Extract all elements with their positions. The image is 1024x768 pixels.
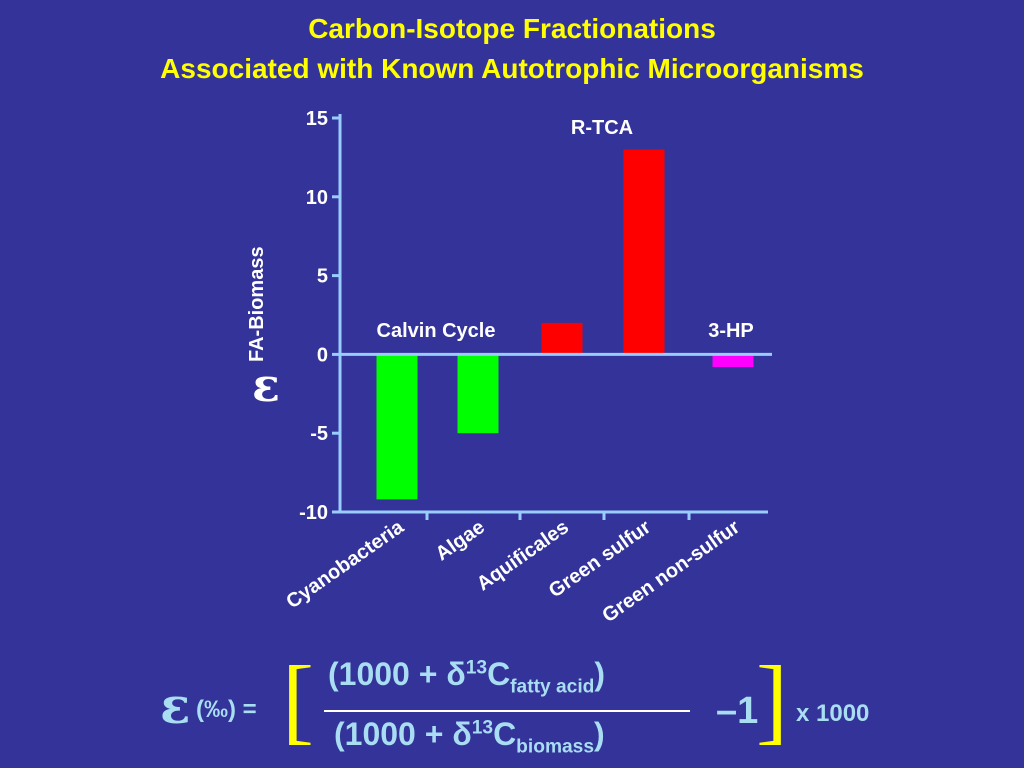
- y-tick-label: 15: [306, 108, 328, 130]
- formula-times: x 1000: [796, 700, 870, 727]
- formula-epsilon: ε: [160, 676, 191, 735]
- y-tick-label: 0: [317, 344, 328, 366]
- y-tick-label: 5: [317, 266, 328, 288]
- x-tick-label: Algae: [432, 516, 489, 565]
- annotation-calvin-cycle: Calvin Cycle: [377, 320, 496, 342]
- numerator-sup: 13: [465, 657, 488, 679]
- formula-minus-one: –1: [716, 690, 759, 732]
- numerator-prefix: (1000 + δ: [328, 656, 466, 692]
- x-tick-label: Cyanobacteria: [282, 516, 408, 614]
- annotation-3-hp: 3-HP: [708, 320, 754, 342]
- y-axis-subscript: FA-Biomass: [246, 246, 268, 362]
- bar-algae: [457, 354, 499, 434]
- denominator-close: ): [594, 716, 605, 752]
- y-tick-label: -10: [299, 502, 328, 524]
- denominator-prefix: (1000 + δ: [334, 716, 472, 752]
- formula-numerator: (1000 + δ13Cfatty acid): [328, 656, 605, 698]
- bar-aquificales: [541, 322, 583, 355]
- denominator-sub: biomass: [516, 736, 595, 758]
- bar-green-sulfur: [623, 149, 665, 355]
- formula-bracket-close: ]: [756, 646, 788, 753]
- y-axis-label: ε FA-Biomass: [244, 232, 304, 422]
- bar-green-non-sulfur: [712, 354, 754, 368]
- formula-bracket-open: [: [282, 646, 314, 753]
- chart-title-line-1: Carbon-Isotope Fractionations: [308, 13, 716, 44]
- fraction-bar: [324, 710, 690, 712]
- y-tick-label: 10: [306, 187, 328, 209]
- denominator-c: C: [493, 716, 517, 752]
- y-axis-symbol: ε: [252, 358, 280, 412]
- chart-title-line-2: Associated with Known Autotrophic Microo…: [160, 53, 864, 84]
- y-tick-label: -5: [310, 423, 328, 445]
- numerator-c: C: [487, 656, 511, 692]
- denominator-sup: 13: [471, 717, 494, 739]
- bar-cyanobacteria: [376, 354, 418, 500]
- numerator-close: ): [594, 656, 606, 692]
- annotation-r-tca: R-TCA: [571, 117, 633, 139]
- formula-denominator: (1000 + δ13Cbiomass): [334, 716, 605, 758]
- numerator-sub: fatty acid: [510, 676, 595, 698]
- formula-unit: (‰) =: [196, 696, 257, 723]
